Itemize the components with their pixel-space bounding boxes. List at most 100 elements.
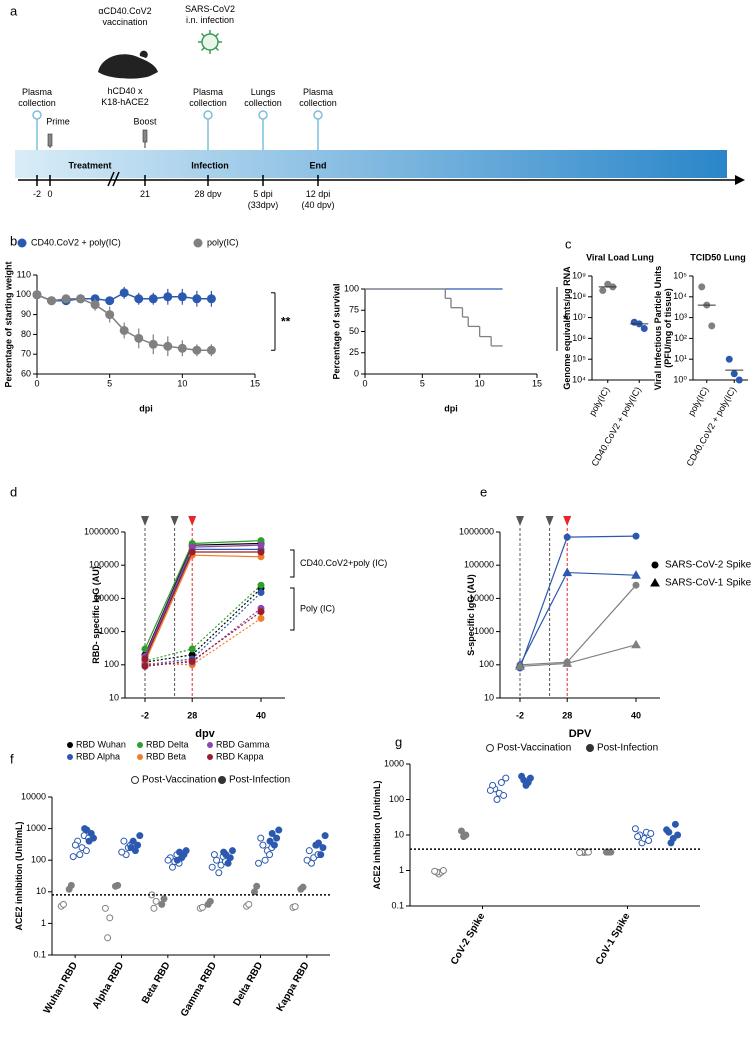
mouse-label-line: hCD40 x xyxy=(107,86,143,96)
legend-marker xyxy=(207,742,213,748)
point xyxy=(584,848,592,856)
virus-icon xyxy=(201,33,219,51)
point xyxy=(206,897,214,905)
y-tick-label: 10⁶ xyxy=(572,333,586,343)
y-tick-label: 60 xyxy=(21,368,31,378)
y-tick-label: 10000 xyxy=(469,593,494,603)
x-tick-label: CoV-2 Spike xyxy=(449,911,488,967)
virus-spike xyxy=(215,32,220,37)
legend-marker xyxy=(137,754,143,760)
point xyxy=(148,294,158,304)
y-tick-label: 100 xyxy=(389,794,404,804)
y-axis-title-line: S-specific IgG (AU) xyxy=(466,574,476,656)
point xyxy=(321,832,329,840)
point xyxy=(164,856,172,864)
point xyxy=(134,333,144,343)
syringe xyxy=(142,129,148,143)
point xyxy=(206,294,216,304)
y-tick-label: 80 xyxy=(21,329,31,339)
y-tick-label: 10¹ xyxy=(674,354,687,364)
point xyxy=(266,851,274,859)
point xyxy=(119,325,129,335)
point xyxy=(645,836,653,844)
point xyxy=(725,355,733,363)
collection-label-line: Plasma xyxy=(303,87,333,97)
panel-label: c xyxy=(565,236,572,251)
control-line xyxy=(519,584,637,666)
y-tick-label: 1000 xyxy=(99,626,119,636)
point xyxy=(69,853,77,861)
y-tick-label: 10 xyxy=(484,692,494,702)
collection-label-line: Lungs xyxy=(251,87,276,97)
timeline-tick-label-line: 28 dpv xyxy=(194,189,222,199)
y-tick-label: 1 xyxy=(41,918,46,928)
legend-label: RBD Alpha xyxy=(76,751,120,761)
x-tick-label: 10 xyxy=(475,378,485,388)
point xyxy=(76,294,86,304)
timeline-tick-label: 5 dpi (33dpv) xyxy=(248,189,279,210)
collection-label: Plasma collection xyxy=(299,87,337,108)
virus-spike xyxy=(200,47,205,52)
y-tick-label: 10³ xyxy=(674,312,687,322)
point xyxy=(640,324,648,332)
collection-label-line: collection xyxy=(18,98,56,108)
y-tick-label: 10⁰ xyxy=(673,374,687,384)
point xyxy=(134,294,144,304)
point xyxy=(515,661,525,670)
legend-label: Post-Vaccination xyxy=(497,743,571,754)
point xyxy=(500,791,508,799)
annotation: ** xyxy=(281,315,291,329)
pin-head xyxy=(313,110,323,120)
timeline-tick-label: -2 xyxy=(33,189,41,199)
y-tick-label: 100 xyxy=(104,659,119,669)
point xyxy=(631,825,639,833)
y-tick-label: 10000 xyxy=(21,791,46,801)
x-axis-title: DPV xyxy=(569,728,592,740)
x-tick-label: -2 xyxy=(516,710,524,720)
x-tick-label: Wuhan RBD xyxy=(42,960,80,1015)
legend-marker xyxy=(17,238,27,248)
y-tick-label: 100 xyxy=(31,855,46,865)
point xyxy=(192,345,202,355)
point xyxy=(632,532,640,540)
infection-title-line: i.n. infection xyxy=(186,15,234,25)
point xyxy=(259,841,267,849)
legend-label: RBD Gamma xyxy=(216,739,270,749)
point xyxy=(129,837,137,845)
point xyxy=(67,881,75,889)
point xyxy=(526,774,534,782)
legend-label: RBD Delta xyxy=(146,739,189,749)
legend-label: Post-Vaccination xyxy=(142,775,216,786)
y-tick-label: 10 xyxy=(109,692,119,702)
x-tick-label: 0 xyxy=(34,378,39,388)
y-tick-label: 100000 xyxy=(89,560,119,570)
point xyxy=(182,847,190,855)
point xyxy=(47,296,57,306)
point xyxy=(188,548,196,556)
y-tick-label: 1000 xyxy=(26,823,46,833)
pin-head xyxy=(258,110,268,120)
point xyxy=(462,831,470,839)
infection-title-line: SARS-CoV2 xyxy=(185,4,235,14)
x-tick-label: Alpha RBD xyxy=(91,960,127,1011)
point xyxy=(114,881,122,889)
phase-label: End xyxy=(310,160,327,170)
point xyxy=(220,848,228,856)
point xyxy=(71,841,79,849)
y-tick-label: 10⁸ xyxy=(572,291,586,301)
timeline-tick-label-line: (33dpv) xyxy=(248,200,279,210)
point xyxy=(32,290,42,300)
y-tick-label: 1000000 xyxy=(84,526,119,536)
point xyxy=(631,570,641,579)
x-axis-title: dpi xyxy=(139,403,153,413)
x-tick-label: 40 xyxy=(631,710,641,720)
x-tick-label: 40 xyxy=(256,710,266,720)
y-tick-label: 10⁹ xyxy=(572,270,586,280)
legend-label: SARS-CoV-1 Spike xyxy=(665,578,752,589)
point xyxy=(104,934,112,942)
point xyxy=(119,288,129,298)
y-axis-title: S-specific IgG (AU) xyxy=(466,574,476,656)
y-tick-label: 10⁵ xyxy=(572,354,586,364)
point xyxy=(101,904,109,912)
